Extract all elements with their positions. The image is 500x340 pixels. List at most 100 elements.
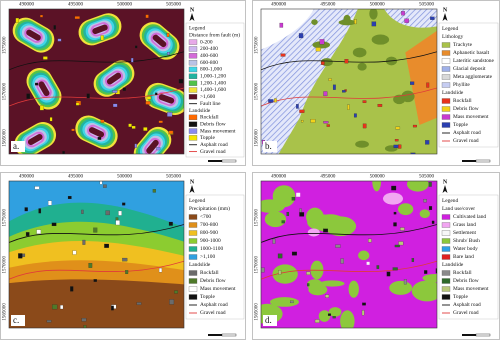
buffer-core	[158, 94, 175, 104]
shrub-patch	[422, 273, 437, 283]
landslide-site	[323, 91, 328, 97]
settlement-patch	[366, 261, 370, 265]
legend-swatch	[441, 122, 451, 128]
landslide-site	[412, 124, 417, 128]
panel-label-box	[263, 141, 277, 152]
landslide-site	[401, 11, 405, 16]
fault-buffer	[133, 126, 172, 154]
landslide-site	[398, 241, 404, 246]
landslide-site	[314, 319, 320, 323]
legend-label: Gravel road	[453, 310, 479, 316]
landslide-site	[323, 228, 328, 233]
x-coordinate: 505000	[166, 175, 182, 180]
y-coordinate: 1570000	[3, 256, 8, 274]
landslide-site	[111, 305, 114, 311]
legend-swatch	[188, 270, 198, 276]
fault-buffer	[26, 67, 62, 110]
shrub-patch	[348, 280, 359, 298]
hatched-unit	[384, 9, 437, 28]
landslide-site	[332, 84, 336, 90]
settlement-patch	[296, 192, 301, 197]
buffer-core	[106, 72, 122, 85]
legend-label: Water body	[453, 246, 478, 252]
landslide-site	[315, 47, 321, 52]
landslide-site	[131, 57, 134, 63]
landslide-site	[423, 199, 427, 203]
x-coordinate: 505000	[419, 3, 435, 8]
landslide-site	[344, 59, 349, 64]
panel-label: a.	[13, 141, 19, 151]
landslide-site	[166, 32, 170, 37]
landslide-site	[306, 271, 311, 275]
legend-swatch	[188, 254, 198, 260]
landslide-site	[291, 251, 297, 256]
legend-heading: Landslide	[442, 262, 464, 268]
grass-patch	[307, 228, 320, 237]
legend-label: Mass movement	[453, 286, 489, 292]
legend-swatch	[441, 106, 451, 112]
shrub-patch	[358, 250, 370, 261]
landslide-site	[393, 211, 397, 215]
legend-heading: Legend	[189, 198, 205, 204]
map-area	[9, 181, 184, 328]
rock-patch	[343, 14, 351, 24]
landslide-site	[428, 206, 433, 210]
landslide-site	[347, 104, 350, 110]
landslide-site	[118, 210, 122, 216]
legend-swatch	[441, 254, 451, 260]
panel-label: d.	[265, 315, 272, 325]
legend-swatch	[441, 114, 451, 120]
legend-label: Rockfall	[453, 269, 472, 276]
map-panel: 490000 495000 500000 505000 1575000 1570000 15…	[252, 172, 500, 340]
landslide-site	[377, 104, 383, 107]
legend-swatch	[441, 222, 451, 228]
legend-label: Topple	[453, 122, 468, 128]
landslide-site	[410, 152, 416, 154]
legend-swatch	[441, 82, 451, 88]
legend-swatch	[441, 74, 451, 80]
legend-swatch	[441, 50, 451, 56]
legend-label: Meta agglomerate	[453, 74, 493, 80]
landslide-site	[326, 124, 330, 127]
legend-label: Mass movement	[200, 286, 236, 292]
y-coordinate: 1570000	[255, 82, 260, 100]
legend-swatch	[188, 230, 198, 236]
landslide-site	[323, 121, 329, 124]
road	[261, 51, 437, 71]
landslide-site	[168, 130, 174, 134]
landslide-site	[143, 127, 148, 131]
landslide-site	[42, 56, 48, 60]
north-arrow	[442, 185, 448, 193]
x-coordinate: 495000	[320, 3, 336, 8]
legend-swatch	[441, 230, 451, 236]
sandstone-unit	[261, 9, 314, 50]
landslide-site	[81, 318, 87, 322]
map-area	[261, 9, 437, 154]
fault-buffer	[78, 13, 122, 46]
x-coordinate: 495000	[68, 3, 84, 8]
landslide-site	[67, 195, 72, 200]
map-area	[9, 9, 184, 154]
legend-swatch	[188, 73, 198, 79]
legend-label: Mass movement	[200, 128, 236, 134]
landslide-site	[362, 100, 367, 103]
legend-swatch	[188, 246, 198, 252]
landslide-site	[391, 185, 397, 191]
buffer-core	[26, 29, 41, 41]
legend-label: Topple	[200, 294, 215, 300]
x-coordinate: 490000	[271, 3, 287, 8]
legend-label: >1,600	[200, 94, 215, 100]
landslide-site	[403, 279, 407, 285]
shrub-patch	[372, 181, 382, 192]
landslide-site	[39, 105, 44, 111]
landslide-site	[168, 221, 173, 226]
landslide-site	[146, 96, 152, 100]
landslide-site	[105, 210, 110, 216]
landslide-site	[278, 270, 282, 275]
map-panel: 490000 495000 500000 505000 1575000 1570000 15…	[0, 0, 246, 166]
legend-label: 1000-1100	[200, 246, 223, 252]
landslide-site	[145, 101, 151, 105]
landslide-site	[93, 227, 98, 233]
north-arrow	[189, 13, 195, 21]
legend-swatch	[188, 222, 198, 228]
